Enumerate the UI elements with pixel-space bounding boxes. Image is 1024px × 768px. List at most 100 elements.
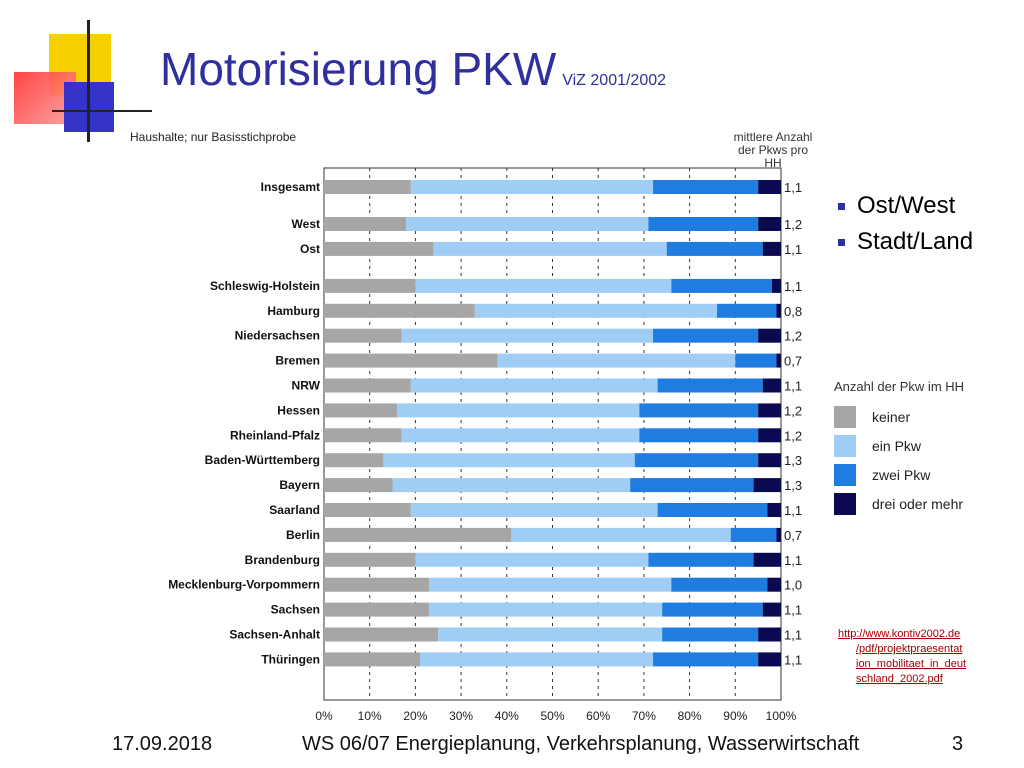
bar-segment — [758, 180, 781, 194]
average-value: 1,1 — [784, 503, 802, 518]
bullet-text: Stadt/Land — [857, 228, 974, 255]
bar-segment — [630, 478, 754, 493]
average-value: 1,1 — [784, 628, 802, 643]
source-link-line[interactable]: http://www.kontiv2002.de — [838, 628, 961, 640]
x-tick-label: 10% — [358, 709, 382, 723]
bar-segment — [324, 503, 411, 517]
average-value: 1,1 — [784, 379, 802, 394]
average-value: 1,2 — [784, 403, 802, 418]
bar-segment — [419, 652, 654, 667]
header-line-1: mittlere Anzahl — [733, 130, 813, 144]
bar-segment — [776, 353, 781, 368]
bar-segment — [758, 328, 781, 343]
bar-segment — [324, 652, 420, 667]
bar-segment — [671, 577, 768, 592]
bar-segment — [753, 478, 781, 493]
source-link-line[interactable]: /pdf/projektpraesentat — [856, 643, 963, 655]
legend-label: zwei Pkw — [872, 466, 931, 483]
legend-item-keiner: keiner — [834, 402, 964, 431]
bar-segment — [324, 353, 498, 368]
average-value: 1,3 — [784, 453, 802, 468]
bar-segment — [662, 627, 759, 642]
average-column-header: mittlere Anzahl der Pkws pro HH — [718, 131, 828, 170]
bar-segment — [324, 328, 402, 343]
row-label: Schleswig-Holstein — [210, 279, 320, 293]
row-label: Baden-Württemberg — [205, 453, 320, 467]
row-label: West — [292, 217, 320, 231]
bar-segment — [634, 453, 759, 468]
average-value: 1,1 — [784, 652, 802, 667]
legend-swatch — [834, 434, 856, 457]
legend-swatch — [834, 492, 856, 515]
bar-segment — [771, 278, 781, 293]
legend-swatch — [834, 405, 856, 428]
chart-legend: Anzahl der Pkw im HH keiner ein Pkw zwei… — [834, 379, 964, 518]
legend-label: ein Pkw — [872, 437, 922, 454]
x-tick-label: 40% — [495, 709, 519, 723]
bar-segment — [429, 577, 672, 592]
footer-page: 3 — [952, 733, 964, 755]
bar-segment — [401, 328, 654, 343]
bar-segment — [415, 552, 649, 567]
average-value: 1,1 — [784, 553, 802, 568]
bar-segment — [767, 503, 781, 517]
source-link-line[interactable]: ion_mobilitaet_in_deut — [856, 658, 967, 670]
source-link[interactable]: http://www.kontiv2002.de /pdf/projektpra… — [838, 627, 998, 687]
deco-horizontal-line — [52, 110, 152, 112]
bar-segment — [324, 552, 416, 567]
bar-segment — [397, 403, 640, 418]
bar-segment — [474, 303, 718, 318]
bullet-square-icon — [838, 202, 845, 210]
row-label: NRW — [292, 379, 321, 393]
row-label: Sachsen-Anhalt — [229, 628, 320, 642]
bar-segment — [406, 217, 649, 231]
title-text: Motorisierung PKW — [160, 43, 557, 95]
legend-swatch — [834, 463, 856, 486]
bar-segment — [324, 453, 384, 468]
row-label: Rheinland-Pfalz — [230, 428, 320, 442]
bar-segment — [648, 552, 754, 567]
legend-item-zwei: zwei Pkw — [834, 460, 964, 489]
x-tick-label: 100% — [766, 709, 797, 723]
row-label: Insgesamt — [261, 180, 320, 194]
row-label: Ost — [300, 242, 320, 256]
x-tick-label: 50% — [540, 709, 564, 723]
chart-note: Haushalte; nur Basisstichprobe — [130, 130, 297, 144]
bar-segment — [324, 527, 512, 542]
bar-segment — [324, 241, 434, 256]
bar-segment — [730, 527, 777, 542]
row-label: Sachsen — [271, 603, 320, 617]
x-tick-label: 90% — [723, 709, 747, 723]
average-value: 1,3 — [784, 478, 802, 493]
row-label: Hessen — [277, 403, 320, 417]
bullet-item: Stadt/Land — [838, 224, 973, 260]
bar-segment — [758, 627, 781, 642]
bar-segment — [392, 478, 631, 493]
bar-segment — [666, 241, 763, 256]
bar-segment — [429, 602, 663, 617]
average-value: 1,2 — [784, 329, 802, 344]
bar-segment — [410, 180, 654, 194]
source-link-line[interactable]: schland_2002.pdf — [856, 673, 943, 685]
average-value: 0,7 — [784, 354, 802, 369]
average-value: 1,1 — [784, 180, 802, 195]
bullet-square-icon — [838, 238, 845, 246]
bar-segment — [776, 303, 781, 318]
x-tick-label: 80% — [678, 709, 702, 723]
bar-segment — [401, 428, 640, 443]
legend-title: Anzahl der Pkw im HH — [834, 379, 965, 394]
title-source: ViZ 2001/2002 — [562, 72, 667, 89]
legend-item-ein: ein Pkw — [834, 431, 964, 460]
bar-segment — [657, 503, 768, 517]
bar-segment — [324, 428, 402, 443]
bar-segment — [776, 527, 781, 542]
bar-segment — [511, 527, 731, 542]
x-tick-label: 60% — [586, 709, 610, 723]
row-label: Bremen — [275, 354, 320, 368]
bar-segment — [383, 453, 635, 468]
average-value: 0,8 — [784, 304, 802, 319]
bar-segment — [324, 602, 430, 617]
bar-segment — [324, 278, 416, 293]
average-value: 1,2 — [784, 428, 802, 443]
bar-segment — [762, 602, 781, 617]
